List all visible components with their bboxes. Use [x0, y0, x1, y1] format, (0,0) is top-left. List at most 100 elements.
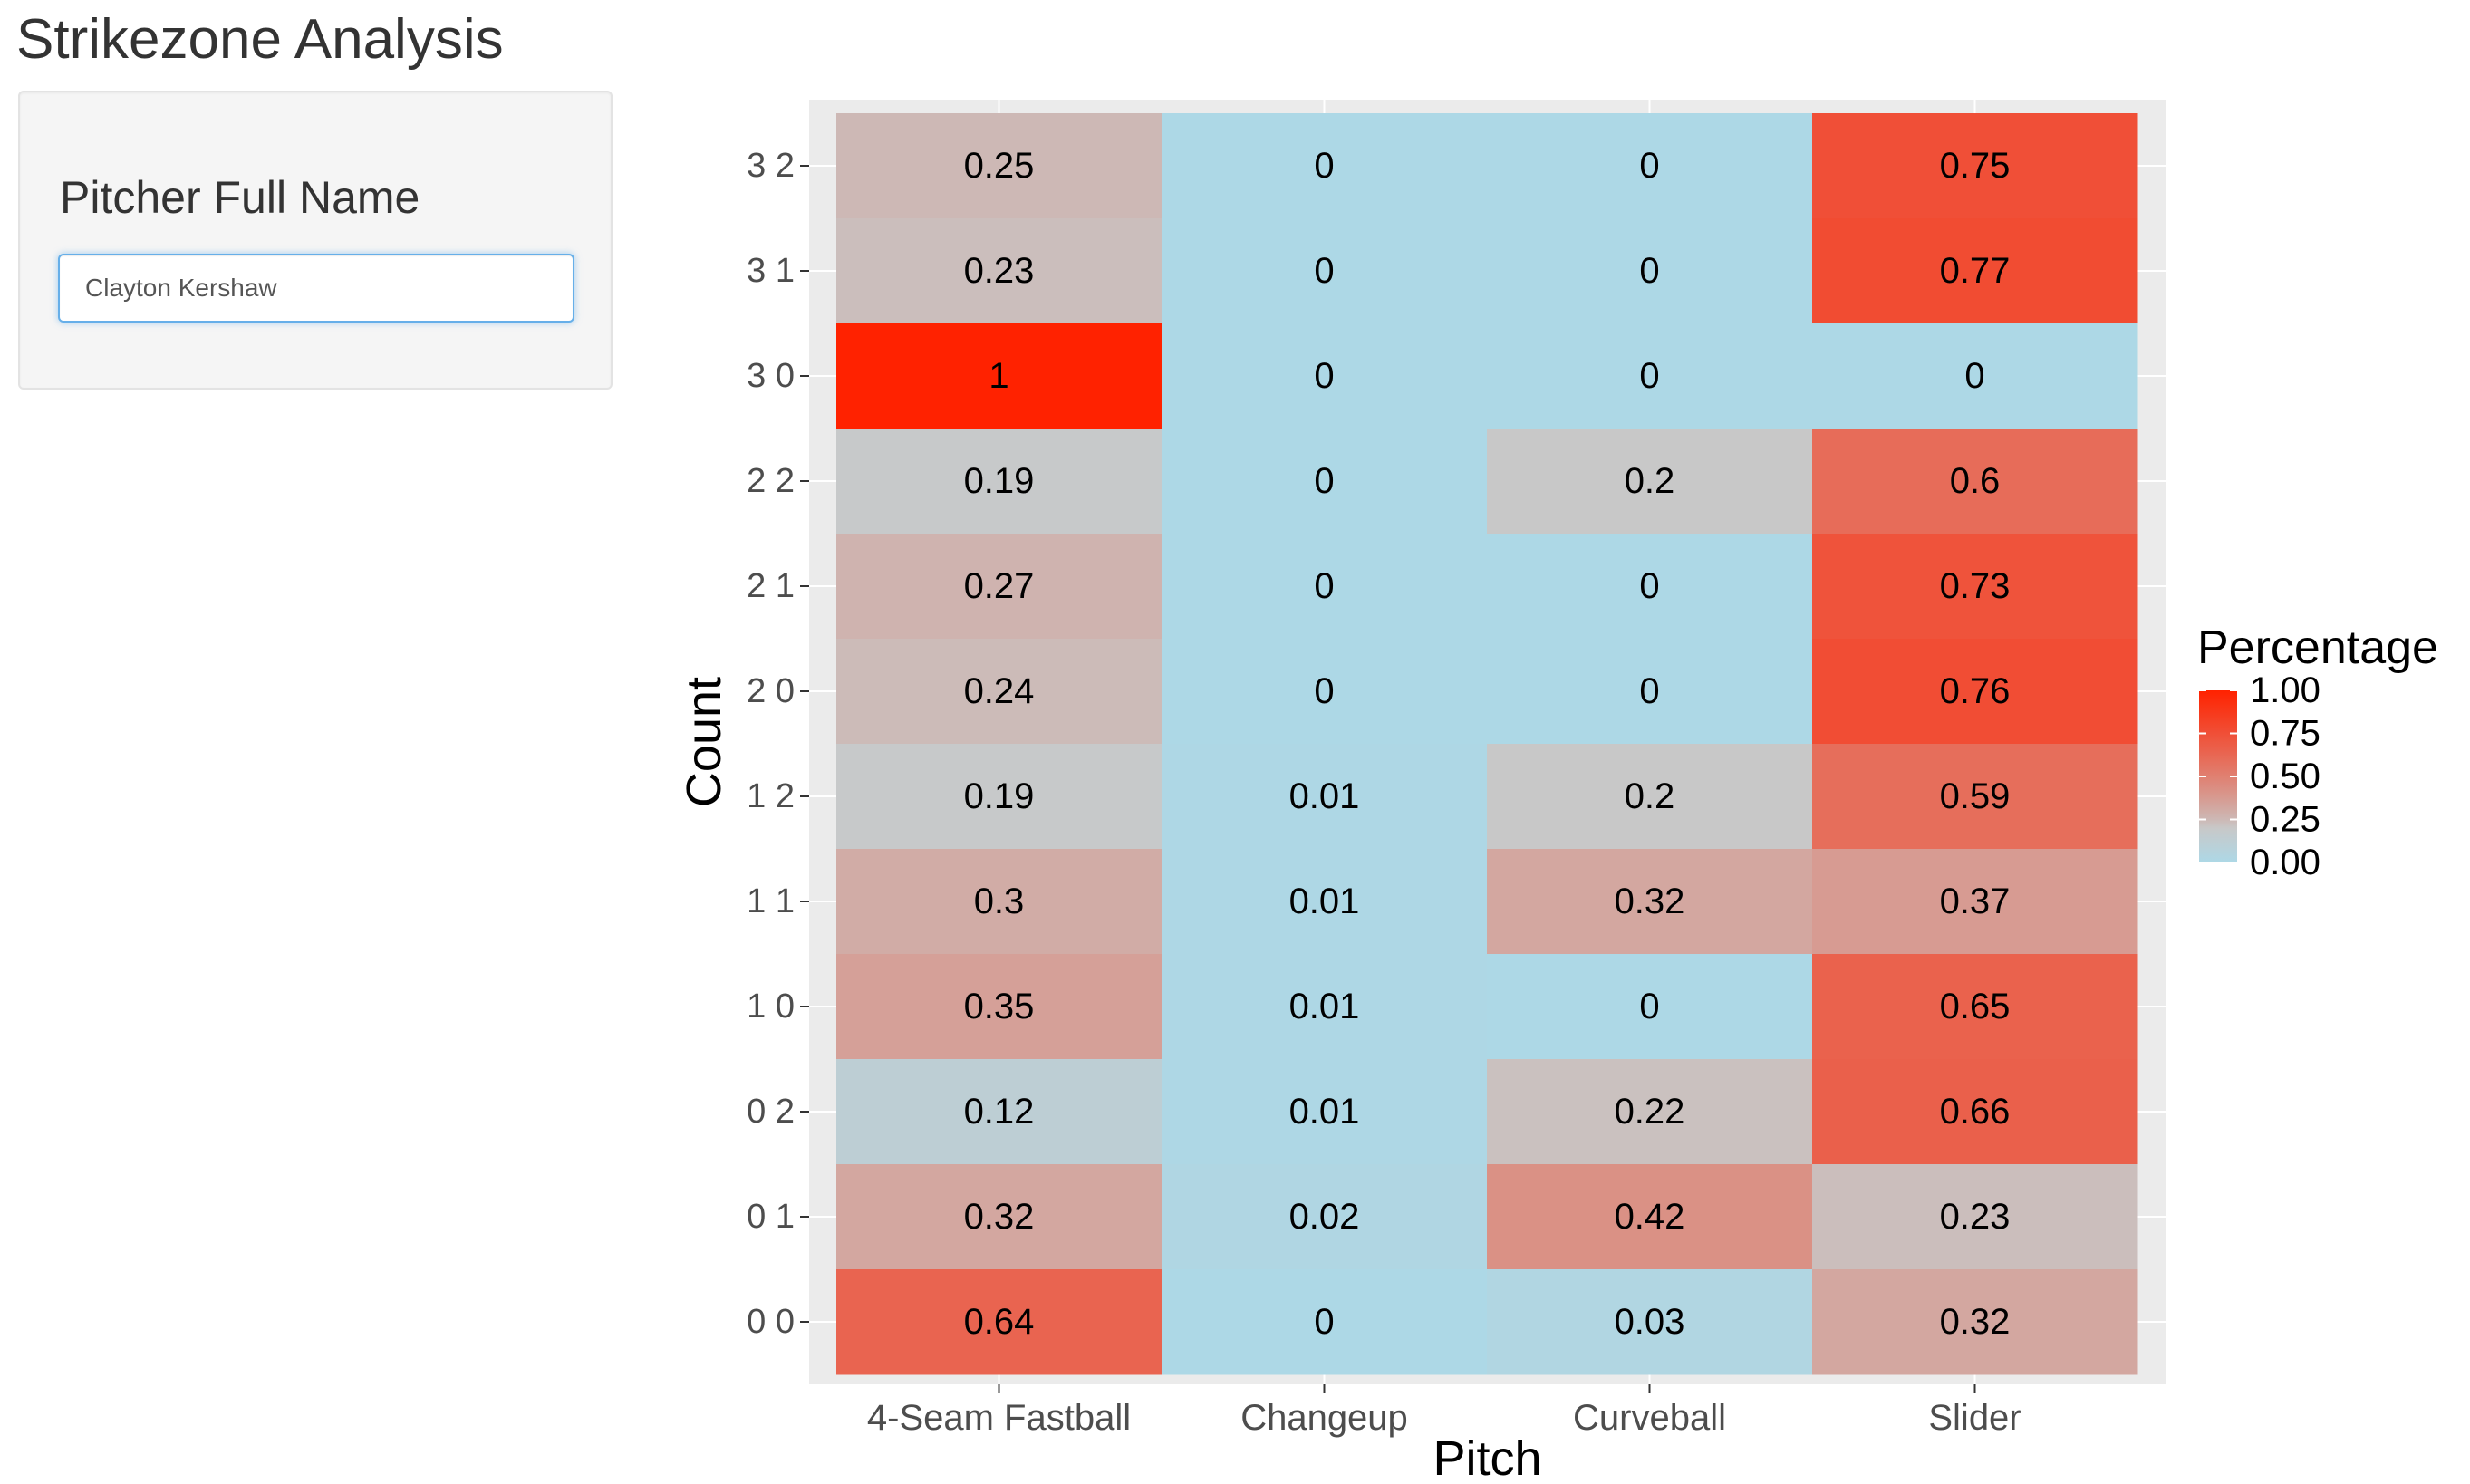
heatmap-cell — [1812, 534, 2138, 640]
cell-value-label: 0.42 — [1615, 1197, 1685, 1237]
cell-value-label: 0.32 — [1940, 1302, 2011, 1342]
x-axis: 4-Seam Fastball Changeup Curveball Slider — [867, 1384, 2021, 1438]
y-tick-label: 3 1 — [747, 252, 795, 290]
heatmap-cell — [1812, 113, 2138, 219]
cell-value-label: 0.37 — [1940, 882, 2011, 921]
heatmap-cell — [1487, 429, 1813, 535]
heatmap-cell — [1487, 639, 1813, 745]
y-axis-title: Count — [677, 677, 731, 807]
x-tick-label: Curveball — [1573, 1398, 1726, 1438]
heatmap-cell — [1487, 1059, 1813, 1165]
pitcher-name-input[interactable] — [58, 254, 574, 323]
heatmap-cell — [1812, 849, 2138, 955]
y-tick-label: 0 0 — [747, 1303, 795, 1341]
cell-value-label: 0.01 — [1289, 987, 1360, 1026]
cell-value-label: 1 — [989, 356, 1008, 396]
heatmap-cell — [836, 954, 1163, 1060]
cell-value-label: 0.73 — [1940, 566, 2011, 606]
cell-value-label: 0.59 — [1940, 776, 2011, 816]
cell-value-label: 0 — [1314, 356, 1334, 396]
cell-value-label: 0 — [1639, 987, 1659, 1026]
heatmap-cell — [1162, 639, 1488, 745]
cell-value-label: 0.03 — [1615, 1302, 1685, 1342]
heatmap-cell — [1812, 639, 2138, 745]
heatmap-cell — [836, 218, 1163, 324]
heatmap-cell — [836, 1164, 1163, 1270]
app-title: Strikezone Analysis — [16, 8, 504, 71]
y-tick-label: 1 2 — [747, 777, 795, 815]
x-tick-label: Slider — [1928, 1398, 2021, 1438]
cell-value-label: 0.35 — [964, 987, 1035, 1026]
cell-value-label: 0.65 — [1940, 987, 2011, 1026]
cell-value-label: 0.77 — [1940, 251, 2011, 291]
heatmap-cell — [1487, 218, 1813, 324]
heatmap-cell — [1812, 1059, 2138, 1165]
heatmap-cell — [836, 1269, 1163, 1375]
heatmap-cell — [1162, 323, 1488, 429]
sidebar-panel: Pitcher Full Name — [18, 91, 613, 390]
y-tick-label: 3 2 — [747, 147, 795, 185]
heatmap-cell — [1812, 218, 2138, 324]
x-tick-label: 4-Seam Fastball — [867, 1398, 1131, 1438]
cell-value-label: 0.3 — [974, 882, 1025, 921]
heatmap-cell — [1487, 323, 1813, 429]
cell-value-label: 0.25 — [964, 146, 1035, 186]
legend: Percentage 1.000.750.500.250.00 — [2197, 622, 2438, 882]
y-tick-label: 1 1 — [747, 882, 795, 920]
cell-value-label: 0.66 — [1940, 1092, 2011, 1132]
cell-value-label: 0.32 — [964, 1197, 1035, 1237]
x-axis-title: Pitch — [1433, 1431, 1541, 1484]
heatmap-cell — [836, 744, 1163, 850]
heatmap-cell — [1162, 849, 1488, 955]
heatmap-cell — [1162, 218, 1488, 324]
heatmap-cell — [1487, 113, 1813, 219]
cell-value-label: 0 — [1314, 566, 1334, 606]
cell-value-label: 0.22 — [1615, 1092, 1685, 1132]
y-tick-label: 1 0 — [747, 988, 795, 1026]
heatmap-cell — [1812, 954, 2138, 1060]
legend-title: Percentage — [2197, 622, 2438, 674]
heatmap-cell — [1487, 954, 1813, 1060]
cell-value-label: 0.01 — [1289, 1092, 1360, 1132]
heatmap-cell — [836, 1059, 1163, 1165]
cell-value-label: 0.12 — [964, 1092, 1035, 1132]
cell-value-label: 0 — [1639, 251, 1659, 291]
cell-value-label: 0.2 — [1625, 461, 1675, 501]
heatmap-cell — [1162, 429, 1488, 535]
heatmap-cell — [836, 534, 1163, 640]
cell-value-label: 0 — [1314, 461, 1334, 501]
heatmap-cells — [836, 113, 2138, 1375]
cell-value-label: 0 — [1639, 671, 1659, 711]
legend-break-label: 1.00 — [2250, 670, 2320, 710]
heatmap-cell — [1487, 744, 1813, 850]
legend-break-label: 0.25 — [2250, 800, 2320, 840]
heatmap-cell — [1162, 954, 1488, 1060]
cell-value-label: 0.23 — [1940, 1197, 2011, 1237]
cell-value-label: 0 — [1639, 566, 1659, 606]
heatmap-cell — [1812, 429, 2138, 535]
heatmap-cell — [836, 429, 1163, 535]
heatmap-cell — [1812, 1164, 2138, 1270]
heatmap-cell — [836, 323, 1163, 429]
heatmap-cell — [1162, 534, 1488, 640]
cell-value-label: 0 — [1314, 1302, 1334, 1342]
cell-value-label: 0 — [1314, 671, 1334, 711]
cell-value-label: 0.19 — [964, 461, 1035, 501]
heatmap-cell — [1812, 744, 2138, 850]
y-tick-label: 0 1 — [747, 1198, 795, 1236]
heatmap-cell — [1162, 744, 1488, 850]
y-tick-label: 0 2 — [747, 1093, 795, 1131]
legend-break-label: 0.00 — [2250, 843, 2320, 882]
heatmap-cell — [836, 849, 1163, 955]
cell-value-label: 0.19 — [964, 776, 1035, 816]
cell-value-label: 0 — [1314, 251, 1334, 291]
heatmap-cell — [836, 639, 1163, 745]
heatmap-cell — [1487, 1164, 1813, 1270]
pitcher-name-label: Pitcher Full Name — [60, 172, 420, 223]
y-axis: 3 2 3 1 3 0 2 2 2 1 2 0 1 2 1 1 1 0 0 2 0 1 0 0 — [747, 147, 809, 1341]
heatmap-cell — [1162, 113, 1488, 219]
cell-value-label: 0.32 — [1615, 882, 1685, 921]
cell-value-label: 0 — [1964, 356, 1984, 396]
cell-value-label: 0.23 — [964, 251, 1035, 291]
